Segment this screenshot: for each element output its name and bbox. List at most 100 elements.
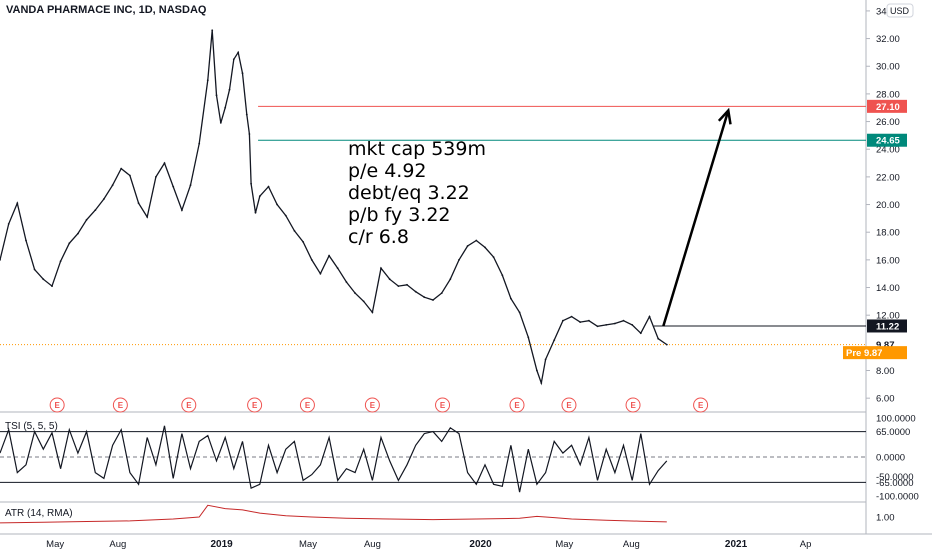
atr-tick-label: 1.00 — [876, 513, 895, 524]
price-point — [68, 242, 71, 245]
price-point — [77, 232, 79, 235]
time-axis[interactable]: May Aug 2019 May Aug 2020 May Aug 2021 Ap — [46, 539, 811, 550]
earnings-label: E — [118, 401, 124, 410]
earnings-marker[interactable]: E — [181, 397, 197, 413]
price-point — [388, 278, 391, 281]
price-point — [267, 185, 270, 188]
earnings-circle — [299, 397, 315, 413]
atr-line — [0, 504, 667, 524]
x-tick-label: 2021 — [725, 539, 748, 550]
premarket-tag[interactable]: Pre 9.87 — [843, 346, 907, 360]
price-point — [579, 321, 582, 323]
price-point — [85, 218, 88, 221]
price-tag-label: 9.87 — [876, 340, 895, 351]
price-point — [129, 174, 131, 177]
fundamentals-note: mkt cap 539m p/e 4.92 debt/eq 3.22 p/b f… — [348, 138, 486, 248]
price-line — [0, 30, 668, 386]
y-tick-label: 28.00 — [876, 89, 900, 100]
price-tag-box — [867, 319, 907, 333]
note-line: c/r 6.8 — [348, 226, 409, 248]
x-tick-label: May — [555, 539, 573, 550]
price-point — [211, 29, 214, 32]
earnings-marker[interactable]: E — [364, 397, 380, 413]
price-tag-box — [867, 99, 907, 113]
price-point — [302, 241, 304, 243]
price-point — [440, 292, 443, 294]
price-point — [536, 369, 538, 372]
tsi-tick-label: 0.0000 — [876, 453, 905, 464]
price-point — [380, 267, 382, 270]
y-tick-label: 32.00 — [876, 34, 900, 45]
x-tick-label: Aug — [364, 539, 381, 550]
price-point — [181, 209, 183, 212]
earnings-marker[interactable]: E — [49, 397, 65, 413]
earnings-marker[interactable]: E — [112, 397, 128, 413]
chart-title: VANDA PHARMACE INC, 1D, NASDAQ — [6, 4, 207, 16]
price-point — [345, 281, 348, 283]
price-point — [189, 184, 192, 187]
price-tag[interactable]: 27.10 — [867, 99, 907, 113]
price-point — [432, 299, 434, 301]
earnings-marker[interactable]: E — [625, 397, 641, 413]
currency-label: USD — [890, 6, 910, 16]
price-point — [206, 79, 209, 81]
price-point — [241, 72, 244, 75]
price-point — [155, 176, 157, 178]
price-point — [198, 142, 201, 145]
price-point — [146, 216, 149, 218]
earnings-marker[interactable]: E — [435, 397, 451, 413]
earnings-label: E — [514, 401, 520, 410]
price-tag[interactable]: 24.65 — [867, 133, 907, 147]
price-point — [250, 182, 253, 185]
note-line: p/e 4.92 — [348, 160, 427, 182]
price-point — [622, 319, 625, 322]
earnings-circle — [435, 397, 451, 413]
tsi-pane — [0, 425, 866, 493]
price-point — [588, 319, 590, 322]
earnings-circle — [181, 397, 197, 413]
earnings-circle — [49, 397, 65, 413]
price-point — [527, 336, 530, 339]
note-line: p/b fy 3.22 — [348, 204, 451, 226]
y-tick-label: 26.00 — [876, 117, 900, 128]
earnings-label: E — [186, 401, 192, 410]
price-point — [631, 324, 634, 326]
x-tick-label: 2020 — [469, 539, 492, 550]
earnings-circle — [509, 397, 525, 413]
price-point — [371, 311, 374, 314]
earnings-marker[interactable]: E — [247, 397, 263, 413]
atr-pane-title: ATR (14, RMA) — [5, 508, 73, 519]
x-tick-label: May — [299, 539, 317, 550]
atr-pane — [0, 504, 667, 524]
y-tick-label: 18.00 — [876, 228, 900, 239]
y-tick-label: 12.00 — [876, 311, 900, 322]
earnings-circle — [625, 397, 641, 413]
price-point — [540, 382, 543, 384]
price-point — [16, 202, 19, 205]
earnings-marker[interactable]: E — [509, 397, 525, 413]
up-arrow-shaft — [662, 110, 730, 327]
earnings-circle — [561, 397, 577, 413]
note-line: mkt cap 539m — [348, 138, 486, 160]
tsi-pane-title: TSI (5, 5, 5) — [5, 421, 58, 432]
price-axis[interactable]: 34 32.00 30.00 28.00 26.00 24.00 22.00 20.00 18.… — [843, 6, 919, 524]
price-point — [328, 254, 330, 257]
price-point — [219, 122, 222, 124]
price-point — [7, 223, 10, 225]
price-point — [475, 239, 478, 242]
tsi-tick-label: -65.0000 — [876, 478, 914, 489]
earnings-marker[interactable]: E — [299, 397, 315, 413]
earnings-label: E — [440, 401, 446, 410]
earnings-marker[interactable]: E — [693, 397, 709, 413]
price-point — [510, 297, 512, 300]
price-point — [449, 278, 452, 281]
earnings-label: E — [370, 401, 376, 410]
currency-badge[interactable]: USD — [886, 3, 914, 18]
price-tag[interactable]: 11.22 — [867, 319, 907, 333]
earnings-label: E — [698, 401, 704, 410]
y-tick-label: 16.00 — [876, 255, 900, 266]
earnings-marker[interactable]: E — [561, 397, 577, 413]
price-point — [657, 337, 660, 340]
